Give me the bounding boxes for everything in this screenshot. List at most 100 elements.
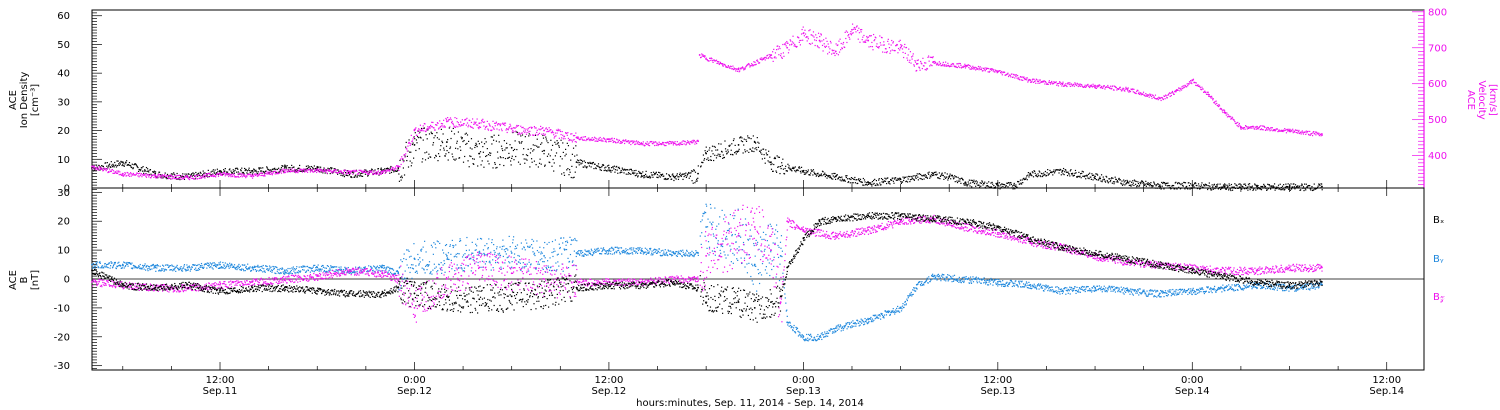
velocity-series-point (491, 129, 493, 131)
velocity-series-point (431, 121, 433, 123)
velocity-series-point (524, 131, 526, 134)
velocity-series-point (338, 171, 340, 173)
ion-density-series-point (507, 157, 509, 159)
velocity-series-point (1292, 132, 1294, 134)
velocity-series-point (156, 176, 158, 178)
by-series-point (107, 267, 109, 269)
ion-density-series-point (141, 170, 144, 172)
ion-density-series-point (658, 171, 660, 173)
ion-density-series-point (523, 158, 525, 160)
ion-density-series-point (584, 165, 586, 167)
ion-density-series-point (1258, 188, 1260, 190)
ion-density-series-point (884, 180, 887, 182)
velocity-series-point (904, 52, 906, 54)
velocity-series-point (1076, 84, 1078, 87)
ion-density-series-point (664, 177, 667, 180)
velocity-series-point (366, 173, 368, 175)
velocity-series-point (1120, 88, 1122, 91)
velocity-series-point (628, 142, 630, 144)
velocity-series-point (679, 144, 681, 146)
ion-density-series-point (228, 169, 230, 171)
velocity-series-point (977, 67, 979, 70)
ion-density-series-point (1038, 175, 1040, 177)
ion-density-series-point (1172, 187, 1174, 189)
velocity-series-point (378, 172, 381, 174)
velocity-series-point (1209, 96, 1212, 98)
ion-density-series-point (313, 165, 315, 167)
ion-density-series-point (1270, 186, 1272, 188)
velocity-series-point (396, 165, 398, 167)
velocity-series-point (409, 142, 411, 144)
ion-density-series-point (150, 173, 152, 175)
ion-density-series-point (348, 174, 351, 176)
by-series-point (176, 266, 178, 268)
velocity-series-point (617, 141, 619, 143)
velocity-series-point (1220, 108, 1222, 110)
velocity-series-point (1260, 128, 1263, 130)
ion-density-series-point (1182, 184, 1184, 186)
ion-density-series-point (431, 133, 433, 135)
ion-density-series-point (938, 172, 940, 174)
velocity-series-point (242, 174, 245, 176)
ion-density-series-point (439, 149, 441, 151)
by-series-point (186, 264, 188, 266)
ion-density-series-point (888, 182, 890, 184)
velocity-series-point (149, 174, 151, 176)
ion-density-series-point (1106, 180, 1108, 182)
velocity-series-point (753, 64, 756, 66)
ion-density-series-point (434, 135, 436, 137)
ion-density-series-point (219, 171, 221, 173)
ion-density-series-point (1123, 181, 1125, 183)
ion-density-series-point (1262, 185, 1264, 188)
ion-density-series-point (763, 154, 765, 156)
ion-density-series-point (992, 187, 994, 189)
ion-density-series-point (980, 182, 982, 184)
ion-density-series-point (289, 167, 291, 169)
velocity-series-point (240, 173, 242, 175)
ion-density-series-point (736, 150, 738, 152)
velocity-series-point (1226, 116, 1229, 118)
velocity-series-point (313, 168, 315, 170)
velocity-series-anchor (543, 129, 546, 132)
velocity-series-point (373, 173, 375, 175)
ion-density-series-point (207, 176, 209, 178)
ion-density-series-point (972, 181, 974, 184)
velocity-series-anchor (770, 54, 772, 56)
ion-density-series-point (1086, 175, 1088, 177)
by-series-point (213, 265, 215, 267)
ion-density-series-point (627, 172, 630, 174)
velocity-series-point (1053, 81, 1055, 83)
ion-density-series-point (922, 175, 924, 177)
ion-density-series-point (132, 167, 135, 169)
velocity-series-point (459, 125, 461, 127)
velocity-series-point (394, 167, 396, 170)
bottom-tick-label: -20 (54, 332, 70, 343)
ion-density-series-point (791, 170, 793, 172)
velocity-series-point (936, 63, 938, 65)
velocity-series-anchor (575, 136, 578, 139)
velocity-series-point (630, 143, 632, 146)
ion-density-series-point (502, 157, 504, 159)
ion-density-series-point (475, 144, 478, 146)
velocity-series-point (1057, 82, 1059, 85)
by-series-point (129, 263, 132, 265)
ion-density-series-point (1113, 183, 1115, 185)
ion-density-series-point (119, 162, 121, 164)
velocity-series-point (931, 65, 933, 67)
velocity-series-anchor (640, 142, 643, 144)
ion-density-series-point (755, 147, 757, 149)
ion-density-series-point (694, 182, 696, 184)
ion-density-series-point (1132, 182, 1134, 184)
velocity-series-point (363, 169, 365, 171)
ion-density-series-anchor (1158, 184, 1161, 187)
ion-density-series-point (853, 178, 855, 181)
ion-density-series-point (565, 148, 567, 150)
velocity-series-point (1255, 128, 1257, 130)
ion-density-series-point (1164, 183, 1166, 185)
by-series-point (154, 264, 156, 267)
velocity-series-point (489, 125, 491, 127)
velocity-series-point (284, 171, 287, 173)
ion-density-series-point (848, 181, 850, 183)
ion-density-series-point (317, 170, 319, 172)
velocity-series-point (1037, 82, 1039, 84)
